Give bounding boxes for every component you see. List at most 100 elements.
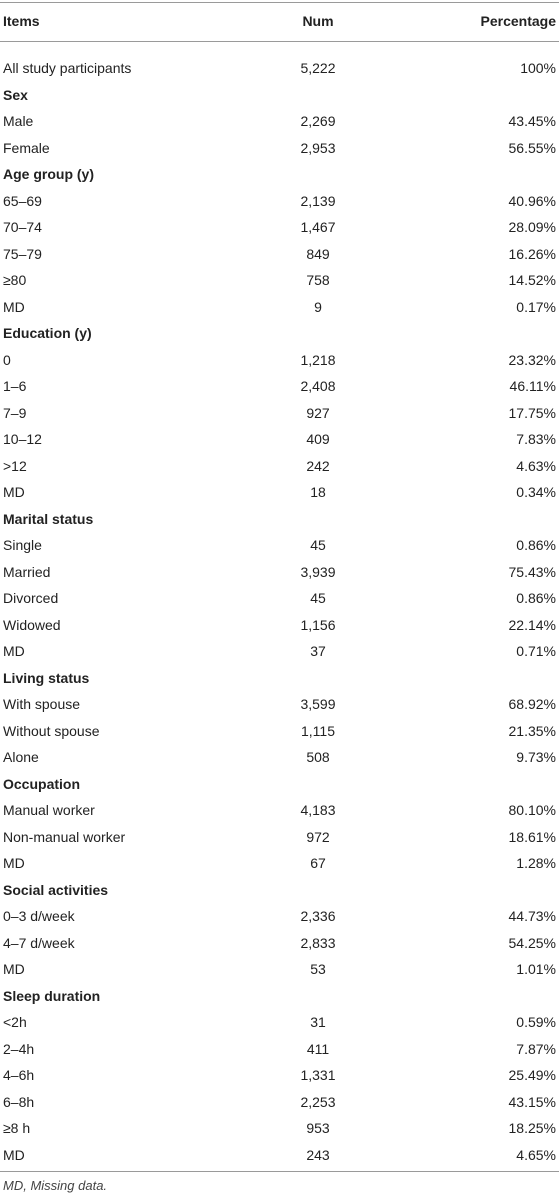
table-cell: 3,599 [300,696,336,712]
table-cell: 37 [310,643,326,659]
table-cell: MD [3,855,25,871]
table-cell: 56.55% [508,139,556,156]
table-cell: 7–9 [3,404,27,421]
section-label: Marital status [3,510,94,527]
table-cell: 100% [520,60,556,76]
table-cell: 23.32% [508,351,556,368]
table-cell: 411 [306,1040,330,1057]
table-cell: 65–69 [3,192,42,209]
table-cell: 25.49% [508,1067,556,1083]
table-cell: 0 [3,351,11,368]
table-cell: >12 [3,457,27,474]
table-cell: MD [3,298,25,315]
table-cell: 2,953 [300,139,336,156]
table-cell: 31 [310,1014,326,1030]
table-cell: 1.28% [516,855,556,871]
table-cell: 17.75% [508,404,556,421]
table-cell: 7.87% [516,1040,556,1057]
table-cell: 1,115 [301,722,335,739]
table-cell: Male [3,113,34,129]
table-cell: MD [3,961,25,977]
table-cell: 75–79 [3,245,42,262]
top-rule [0,2,559,3]
table-cell: 0.59% [516,1014,556,1030]
table-cell: Widowed [3,616,61,633]
section-label: Living status [3,669,90,686]
table-cell: 2,408 [300,378,336,394]
header-cell: Percentage [480,13,556,29]
table-cell: 2,336 [300,908,336,924]
bottom-rule [0,1171,559,1172]
header-rule [0,41,559,42]
table-cell: MD [3,1146,25,1163]
table-cell: 4.65% [516,1146,556,1163]
table-cell: 53 [310,961,326,977]
table-cell: ≥80 [3,272,27,288]
table-cell: 508 [306,749,330,765]
table-cell: Non-manual worker [3,828,126,845]
header-cell: Items [3,13,40,29]
table-cell: Manual worker [3,802,95,818]
table-cell: 18.25% [508,1120,556,1136]
table-cell: MD [3,484,25,500]
table-cell: 18 [310,484,326,500]
section-label: Education (y) [3,325,92,341]
table-cell: Divorced [3,590,59,606]
section-label: Age group (y) [3,166,94,182]
table-cell: 75.43% [508,563,556,580]
section-label: Social activities [3,881,109,898]
table-cell: 2–4h [3,1040,35,1057]
table-cell: 21.35% [508,722,556,739]
table-cell: 0.86% [516,537,556,553]
table-cell: 67 [310,855,326,871]
table-cell: 68.92% [508,696,556,712]
table-cell: 1,156 [300,616,336,633]
table-cell: 927 [306,404,330,421]
table-cell: 44.73% [508,908,556,924]
table-cell: <2h [3,1014,27,1030]
table-cell: 0.71% [516,643,556,659]
footnote: MD, Missing data. [3,1178,108,1193]
table-cell: 0.17% [516,298,556,315]
table-cell: 0–3 d/week [3,908,75,924]
table-cell: 953 [306,1120,330,1136]
table-cell: 1–6 [3,378,27,394]
table-cell: 0.86% [516,590,556,606]
table-cell: 1,467 [300,219,336,235]
table-cell: 4–6h [3,1067,35,1083]
table-cell: Alone [3,749,39,765]
table-cell: Single [3,537,42,553]
table-cell: 409 [306,431,330,447]
table-cell: 9.73% [516,749,556,765]
table-cell: 758 [306,272,330,288]
table-cell: 46.11% [509,378,556,394]
table-cell: 28.09% [508,219,556,235]
table-cell: 16.26% [508,245,556,262]
table-cell: Female [3,139,50,156]
table-cell: 22.14% [508,616,556,633]
table-cell: 70–74 [3,219,42,235]
table-cell: 2,139 [300,192,336,209]
table-cell: 4–7 d/week [3,934,75,951]
table-cell: 2,253 [300,1093,336,1110]
section-label: Sex [3,86,28,103]
table-cell: 1,218 [300,351,336,368]
table-cell: 54.25% [508,934,556,951]
table-cell: 2,269 [300,113,336,129]
table-cell: 43.45% [508,113,556,129]
table-cell: With spouse [3,696,81,712]
header-cell: Num [302,13,334,29]
table-cell: ≥8 h [3,1120,31,1136]
table-cell: 4,183 [300,802,336,818]
table-cell: 14.52% [508,272,556,288]
table-cell: 2,833 [300,934,336,951]
table-cell: 4.63% [516,457,556,474]
table-cell: 0.34% [516,484,556,500]
table-cell: 18.61% [508,828,556,845]
table-cell: 45 [310,590,326,606]
table-cell: 10–12 [3,431,42,447]
table-cell: 849 [306,245,330,262]
table-cell: 45 [310,537,326,553]
section-label: Sleep duration [3,987,101,1004]
